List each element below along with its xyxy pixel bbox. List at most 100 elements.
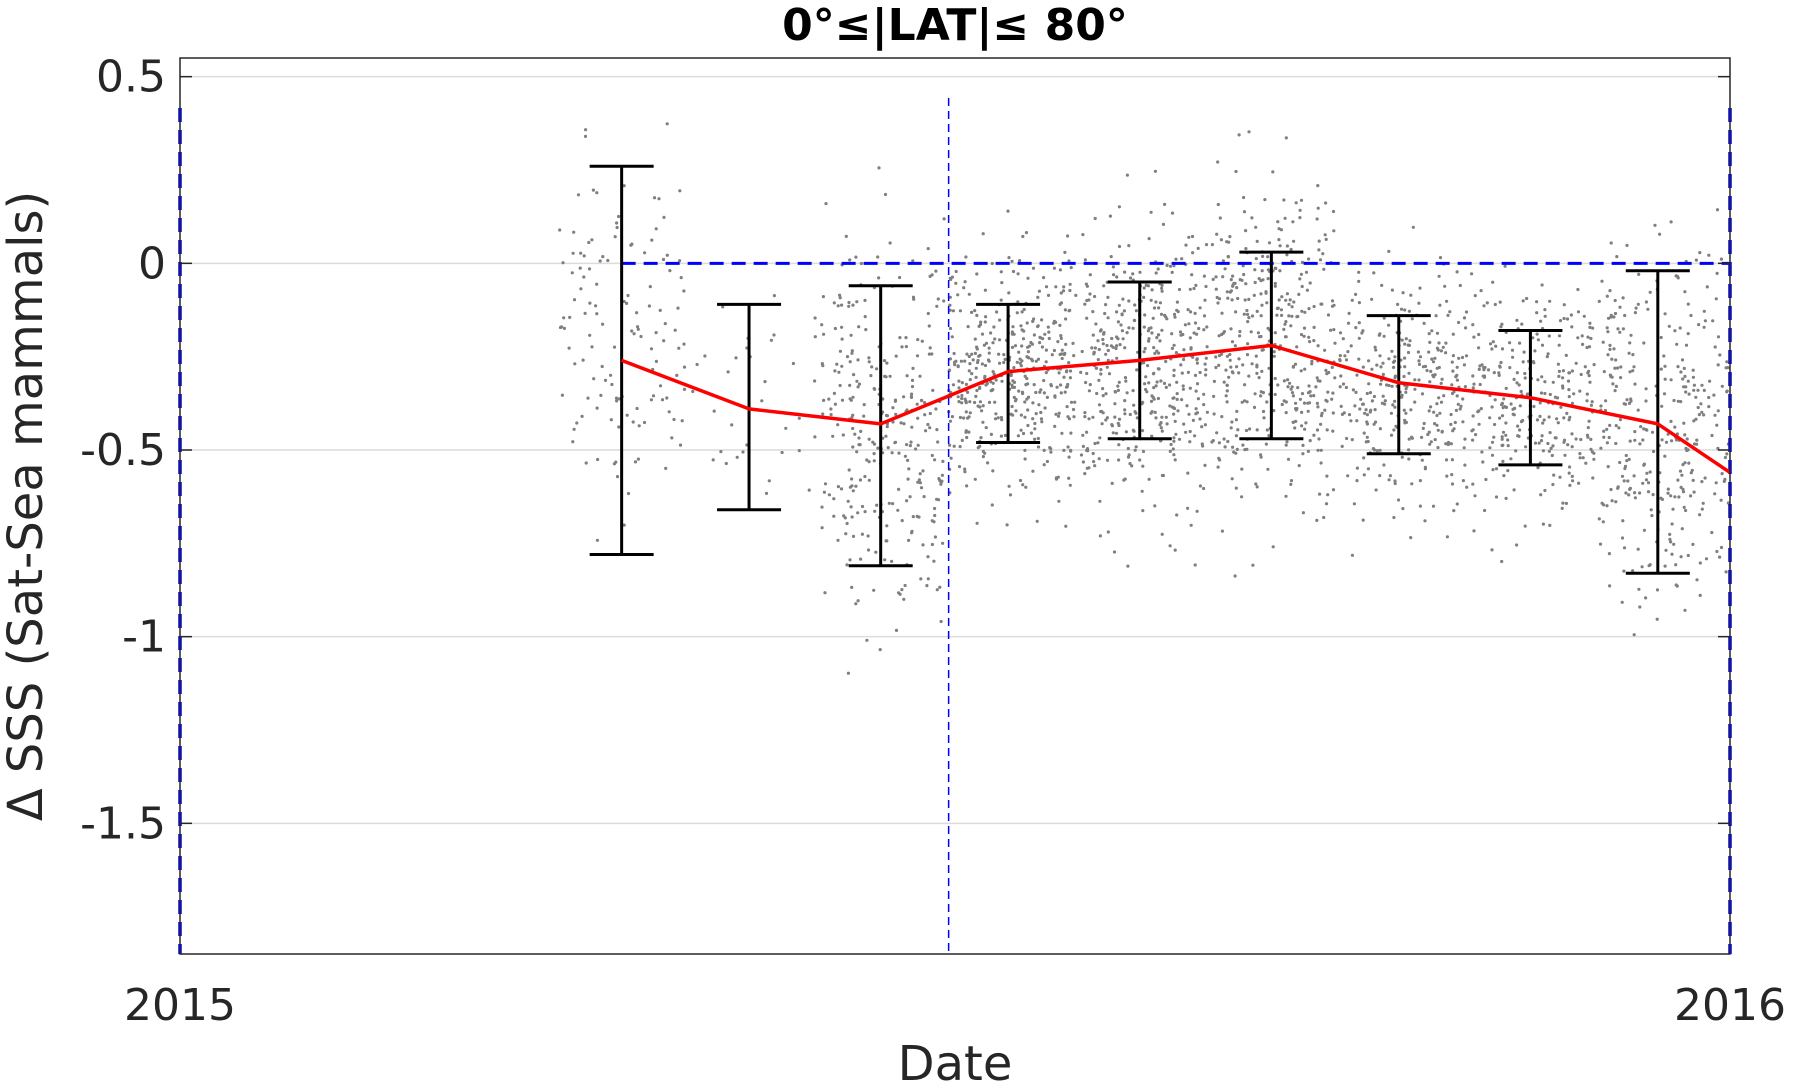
scatter-point	[1283, 322, 1287, 326]
scatter-point	[1494, 344, 1498, 348]
scatter-point	[1618, 330, 1622, 334]
scatter-point	[1183, 323, 1187, 327]
scatter-point	[919, 486, 924, 490]
scatter-point	[1324, 368, 1328, 372]
scatter-point	[691, 389, 695, 394]
scatter-point	[1644, 300, 1648, 304]
scatter-point	[851, 534, 856, 539]
scatter-point	[1525, 392, 1529, 396]
scatter-point	[1622, 546, 1627, 550]
scatter-point	[1184, 243, 1188, 247]
scatter-point	[948, 276, 952, 280]
scatter-point	[1067, 259, 1071, 263]
scatter-point	[1230, 477, 1234, 481]
scatter-point	[1169, 442, 1173, 447]
scatter-point	[601, 255, 605, 259]
scatter-point	[827, 493, 832, 497]
scatter-point	[1597, 517, 1601, 521]
y-axis-label: Δ SSS (Sat-Sea mammals)	[0, 191, 54, 821]
scatter-point	[857, 325, 861, 329]
scatter-point	[1567, 388, 1571, 392]
scatter-point	[637, 424, 641, 428]
scatter-point	[1290, 385, 1294, 389]
scatter-point	[1117, 244, 1122, 249]
scatter-point	[1250, 314, 1255, 318]
scatter-point	[1515, 371, 1519, 375]
scatter-point	[772, 333, 776, 337]
scatter-point	[1567, 471, 1571, 475]
scatter-point	[1260, 269, 1264, 273]
scatter-point	[909, 395, 914, 399]
scatter-point	[1697, 323, 1701, 327]
scatter-point	[654, 331, 658, 335]
scatter-point	[1608, 423, 1612, 427]
scatter-point	[1045, 395, 1049, 399]
scatter-point	[1365, 413, 1369, 417]
scatter-point	[885, 361, 889, 365]
scatter-point	[1427, 409, 1431, 413]
scatter-point	[1034, 412, 1038, 416]
scatter-point	[600, 364, 604, 369]
scatter-point	[1624, 491, 1628, 495]
scatter-point	[1069, 400, 1074, 404]
scatter-point	[1145, 390, 1149, 394]
scatter-point	[1446, 313, 1450, 317]
scatter-point	[898, 336, 902, 340]
scatter-point	[1095, 391, 1099, 396]
scatter-point	[1233, 344, 1237, 348]
scatter-point	[1589, 336, 1593, 341]
scatter-point	[832, 497, 836, 501]
scatter-point	[1561, 376, 1565, 380]
scatter-point	[1454, 408, 1458, 412]
scatter-point	[894, 412, 898, 416]
scatter-point	[1357, 336, 1361, 340]
scatter-point	[1106, 530, 1110, 534]
scatter-point	[1124, 379, 1128, 383]
scatter-point	[1177, 437, 1182, 441]
scatter-point	[1103, 311, 1107, 316]
scatter-point	[1190, 234, 1195, 239]
scatter-point	[876, 255, 880, 259]
scatter-point	[1482, 304, 1486, 308]
scatter-point	[1016, 434, 1021, 438]
scatter-point	[1627, 351, 1631, 355]
scatter-point	[1111, 431, 1115, 435]
scatter-point	[1168, 383, 1172, 387]
scatter-point	[1365, 435, 1369, 439]
scatter-point	[974, 366, 978, 370]
scatter-point	[1390, 349, 1394, 353]
scatter-point	[1316, 448, 1320, 452]
scatter-point	[1222, 330, 1226, 334]
scatter-point	[1401, 291, 1405, 295]
scatter-point	[900, 588, 904, 592]
scatter-point	[1408, 339, 1412, 343]
scatter-point	[1225, 383, 1229, 387]
scatter-point	[1380, 401, 1384, 405]
scatter-point	[1471, 438, 1475, 442]
scatter-point	[1519, 420, 1524, 424]
scatter-point	[1265, 400, 1269, 404]
scatter-point	[1536, 378, 1540, 382]
scatter-point	[1642, 463, 1646, 467]
scatter-point	[1009, 372, 1013, 376]
scatter-point	[1232, 281, 1236, 286]
scatter-point	[1156, 267, 1160, 271]
scatter-point	[845, 355, 850, 359]
scatter-point	[1105, 416, 1109, 420]
chart-title: 0°≤|LAT|≤ 80°	[782, 0, 1128, 51]
scatter-point	[822, 398, 826, 402]
scatter-point	[1273, 281, 1277, 286]
scatter-point	[1642, 341, 1646, 345]
scatter-point	[1284, 494, 1288, 498]
scatter-point	[980, 332, 985, 336]
scatter-point	[650, 238, 654, 242]
scatter-point	[1188, 287, 1192, 291]
scatter-point	[1354, 292, 1358, 296]
scatter-point	[851, 413, 855, 417]
scatter-point	[1014, 409, 1018, 413]
scatter-point	[1393, 405, 1397, 409]
scatter-point	[1153, 410, 1157, 414]
scatter-point	[1322, 515, 1326, 520]
scatter-point	[916, 416, 920, 420]
scatter-point	[1149, 210, 1153, 214]
